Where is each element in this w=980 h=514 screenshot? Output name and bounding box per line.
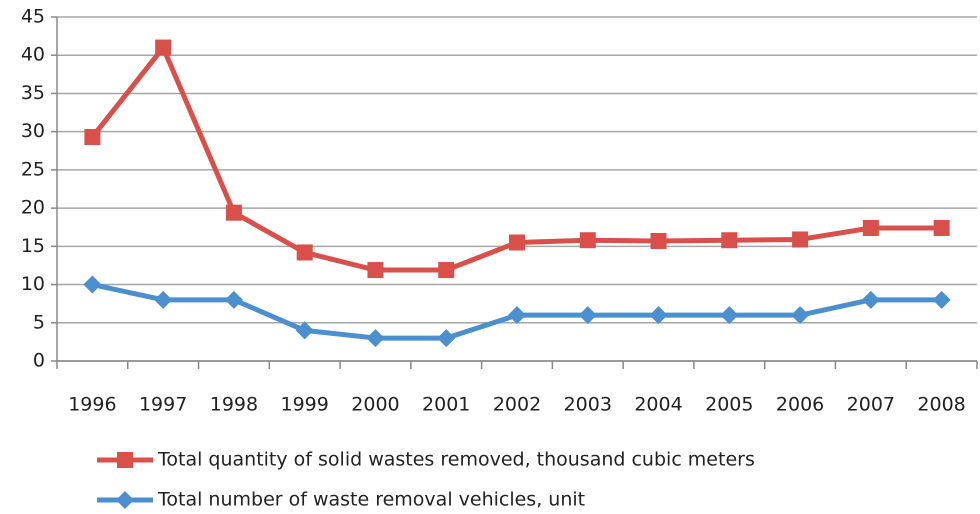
x-tick-label: 2006 (776, 394, 824, 416)
y-tick-label: 10 (21, 273, 45, 295)
x-tick-label: 2001 (422, 394, 470, 416)
y-tick-label: 20 (21, 197, 45, 219)
y-tick-label: 35 (21, 82, 45, 104)
marker (295, 321, 314, 340)
x-tick-label: 2005 (705, 394, 753, 416)
marker (932, 290, 951, 309)
y-tick-label: 45 (21, 6, 45, 28)
x-tick-label: 1996 (68, 394, 116, 416)
x-tick-label: 2008 (917, 394, 965, 416)
marker (83, 275, 102, 294)
marker (509, 234, 525, 251)
marker (720, 306, 739, 325)
x-tick-label: 2004 (634, 394, 682, 416)
marker (296, 244, 313, 261)
marker (650, 232, 667, 249)
marker (438, 262, 455, 279)
x-tick-label: 1999 (281, 394, 329, 416)
marker (861, 290, 880, 309)
marker (649, 306, 668, 325)
y-tick-label: 0 (33, 350, 45, 372)
x-tick-label: 1997 (139, 394, 187, 416)
marker (84, 129, 101, 146)
marker (367, 262, 384, 279)
y-tick-label: 30 (21, 120, 45, 142)
marker (437, 329, 456, 348)
marker (225, 204, 242, 221)
marker (791, 306, 810, 325)
y-tick-label: 5 (33, 311, 45, 333)
x-tick-label: 1998 (210, 394, 258, 416)
marker (578, 306, 597, 325)
marker (721, 232, 738, 249)
x-tick-label: 2000 (351, 394, 399, 416)
marker (116, 491, 134, 509)
marker (224, 290, 243, 309)
x-tick-label: 2007 (847, 394, 895, 416)
marker (508, 306, 526, 325)
x-tick-label: 2003 (564, 394, 612, 416)
legend-label: Total number of waste removal vehicles, … (157, 489, 585, 511)
legend-label: Total quantity of solid wastes removed, … (157, 449, 755, 471)
marker (933, 219, 950, 236)
marker (862, 219, 879, 236)
y-tick-label: 25 (21, 158, 45, 180)
marker (366, 329, 385, 348)
marker (117, 452, 133, 468)
y-tick-label: 15 (21, 235, 45, 257)
marker (792, 231, 809, 248)
y-tick-label: 40 (21, 44, 45, 66)
marker (154, 290, 173, 309)
marker (155, 39, 172, 56)
x-tick-label: 2002 (493, 394, 541, 416)
marker (579, 232, 596, 249)
